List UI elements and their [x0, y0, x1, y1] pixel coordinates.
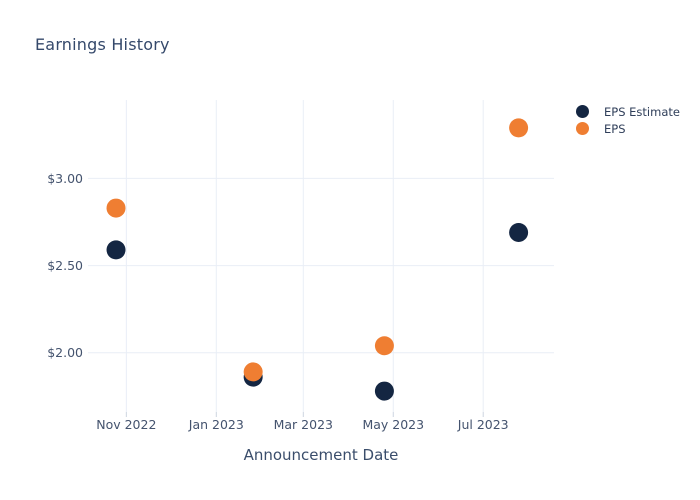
eps-estimate-point[interactable]: [374, 381, 394, 401]
legend: EPS Estimate EPS: [576, 103, 680, 137]
eps-legend-marker-icon: [576, 122, 589, 135]
x-tick-label: Mar 2023: [274, 417, 333, 432]
x-tick-label: Nov 2022: [96, 417, 156, 432]
eps-point[interactable]: [509, 118, 529, 138]
eps-estimate-point[interactable]: [106, 240, 126, 260]
eps-point[interactable]: [106, 198, 126, 218]
x-axis-title: Announcement Date: [243, 446, 399, 464]
legend-label: EPS: [604, 121, 626, 136]
y-tick-label: $2.50: [47, 258, 83, 273]
legend-item-eps[interactable]: EPS: [576, 120, 680, 137]
x-tick-label: Jul 2023: [457, 417, 509, 432]
eps-point[interactable]: [243, 362, 263, 382]
eps-estimate-legend-marker-icon: [576, 105, 589, 118]
y-tick-label: $2.00: [47, 345, 83, 360]
eps-point[interactable]: [374, 336, 394, 356]
legend-label: EPS Estimate: [604, 104, 680, 119]
x-tick-label: Jan 2023: [188, 417, 244, 432]
y-tick-label: $3.00: [47, 171, 83, 186]
eps-estimate-point[interactable]: [509, 222, 529, 242]
x-tick-label: May 2023: [362, 417, 424, 432]
chart-title: Earnings History: [35, 35, 170, 54]
legend-item-eps-estimate[interactable]: EPS Estimate: [576, 103, 680, 120]
